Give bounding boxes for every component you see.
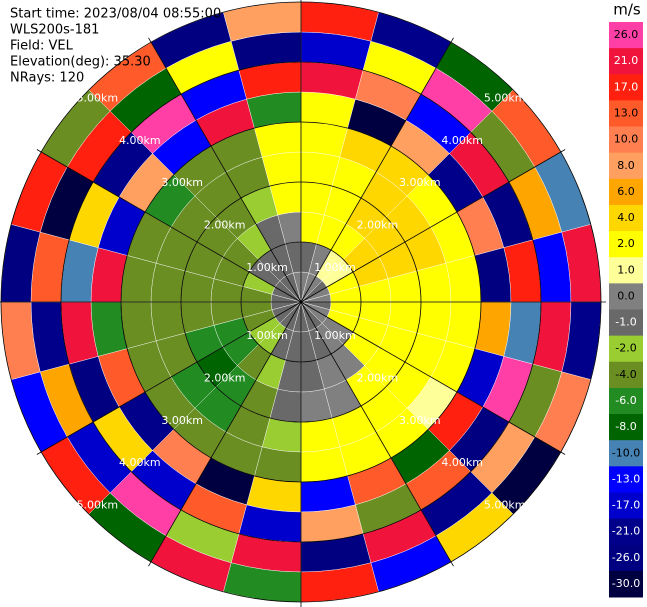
header-line: NRays: 120 [10,71,84,86]
radar-cell [300,121,348,158]
colorbar-swatch [609,309,643,337]
colorbar-label: 1.0 [617,263,635,276]
colorbar-label: 6.0 [617,185,635,198]
colorbar-swatch [609,414,643,441]
spoke [148,301,302,567]
colorbar-label: -26.0 [612,551,640,564]
colorbar-swatch [609,335,643,363]
colorbar-label: -13.0 [612,472,640,485]
colorbar-swatch [609,152,643,180]
colorbar-swatch [609,100,643,128]
colorbar-label: -1.0 [615,316,636,329]
colorbar-label: -2.0 [615,342,636,355]
range-label: 1.00km [314,261,356,274]
colorbar-swatch [609,466,643,493]
header-line: Field: VEL [10,39,74,54]
spoke [36,149,302,303]
colorbar-swatch [609,257,643,284]
spoke [300,301,454,567]
range-label: 2.00km [357,219,399,232]
spoke [148,37,302,303]
range-label: 4.00km [119,134,161,147]
radar-cell [445,255,482,303]
colorbar-label: 26.0 [614,28,639,41]
colorbar-label: 2.0 [617,237,635,250]
range-label: 5.00km [77,499,119,512]
radar-cell [120,255,157,303]
colorbar-label: -10.0 [612,446,640,459]
header-line: WLS200s-181 [10,23,99,38]
colorbar-swatch [609,231,643,258]
spoke [300,301,566,455]
radar-field [0,1,602,603]
colorbar-swatch [609,22,643,49]
range-label: 3.00km [399,414,441,427]
colorbar-label: -8.0 [615,420,636,433]
range-label: 2.00km [357,371,399,384]
radar-cell [120,301,157,349]
colorbar-swatch [609,48,643,75]
colorbar-label: 17.0 [614,80,639,93]
spoke [36,301,302,455]
colorbar-label: -21.0 [612,525,640,538]
colorbar-swatch [609,178,643,206]
colorbar-swatch [609,283,643,310]
colorbar-label: -17.0 [612,499,640,512]
range-label: 3.00km [161,414,203,427]
colorbar-unit: m/s [613,1,641,19]
header: Start time: 2023/08/04 08:55:00WLS200s-1… [10,7,221,86]
colorbar: m/s 26.0 21.0 17.0 13.0 10.0 8.0 6.0 4.0 2.0 1.0 0.… [609,1,643,598]
colorbar-swatch [609,544,643,572]
colorbar-swatch [609,492,643,520]
range-label: 5.00km [77,91,119,104]
spoke [300,37,454,303]
colorbar-label: -4.0 [615,368,636,381]
colorbar-swatch [609,126,643,154]
colorbar-swatch [609,387,643,415]
colorbar-swatch [609,74,643,101]
header-line: Start time: 2023/08/04 08:55:00 [10,7,221,22]
range-label: 5.00km [484,499,526,512]
range-label: 2.00km [204,219,246,232]
colorbar-swatch [609,361,643,389]
range-label: 1.00km [246,329,288,342]
colorbar-label: 13.0 [614,106,639,119]
colorbar-label: -6.0 [615,394,636,407]
range-label: 5.00km [484,91,526,104]
range-label: 3.00km [161,176,203,189]
colorbar-swatch [609,440,643,467]
colorbar-swatch [609,518,643,546]
colorbar-label: 10.0 [614,133,639,146]
range-labels: 1.00km 1.00km 1.00km 1.00km 2.00km 2.00km 2.00… [77,91,526,511]
colorbar-label: -30.0 [612,577,640,590]
colorbar-label: 4.0 [617,211,635,224]
colorbar-label: 8.0 [617,159,635,172]
range-label: 4.00km [441,456,483,469]
spoke [300,149,566,303]
colorbar-swatch [609,570,643,598]
colorbar-label: 0.0 [617,289,635,302]
colorbar-swatch [609,204,643,232]
radar-cell [254,446,302,483]
range-label: 1.00km [314,329,356,342]
range-label: 3.00km [399,176,441,189]
range-label: 1.00km [246,261,288,274]
colorbar-label: 21.0 [614,54,639,67]
range-label: 4.00km [119,456,161,469]
radar-cell [254,121,302,158]
radar-cell [300,446,348,483]
radar-cell [445,301,482,349]
range-label: 4.00km [441,134,483,147]
range-label: 2.00km [204,371,246,384]
header-line: Elevation(deg): 35.30 [10,55,151,70]
range-grid [0,0,606,607]
